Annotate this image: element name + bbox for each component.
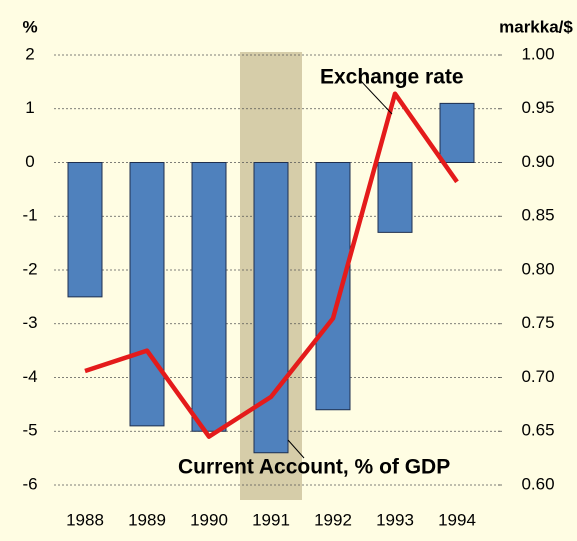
bar xyxy=(377,162,413,233)
bar xyxy=(67,162,103,298)
y2-tick-label: 0.75 xyxy=(521,313,554,332)
y2-tick-label: 0.70 xyxy=(521,367,554,386)
plot: -6 -5 -4 -3 -2 -1 0 1 2 0.60 0.65 0.70 0.75 0.80 0.85 0… xyxy=(22,44,554,529)
x-tick-label: 1988 xyxy=(66,510,104,529)
y2-axis-label: markka/$ xyxy=(499,17,573,36)
line-annotation: Exchange rate xyxy=(320,66,464,89)
x-tick-label: 1991 xyxy=(252,510,290,529)
y2-tick-label: 1.00 xyxy=(521,44,554,63)
leader-line xyxy=(287,439,305,459)
y2-tick-label: 0.60 xyxy=(521,474,554,493)
bar xyxy=(129,162,165,427)
bar-annotation: Current Account, % of GDP xyxy=(178,456,450,479)
bar xyxy=(439,102,475,163)
leader-line xyxy=(359,79,393,115)
y2-tick-label: 0.90 xyxy=(521,152,554,171)
x-tick-label: 1989 xyxy=(128,510,166,529)
y-tick-label: -4 xyxy=(22,367,37,386)
y-tick-label: -3 xyxy=(22,313,37,332)
y2-tick-label: 0.85 xyxy=(521,206,554,225)
y-tick-label: -1 xyxy=(22,206,37,225)
bar xyxy=(315,162,351,411)
y2-tick-label: 0.65 xyxy=(521,421,554,440)
x-tick-label: 1993 xyxy=(376,510,414,529)
x-tick-label: 1992 xyxy=(314,510,352,529)
x-tick-label: 1990 xyxy=(190,510,228,529)
y-tick-label: -2 xyxy=(22,259,37,278)
y-tick-label: 2 xyxy=(25,44,34,63)
y-tick-label: 0 xyxy=(25,152,34,171)
y-tick-label: -5 xyxy=(22,421,37,440)
bar xyxy=(191,162,227,432)
y-axis-label: % xyxy=(22,17,37,36)
line xyxy=(84,91,459,439)
y2-tick-label: 0.95 xyxy=(521,98,554,117)
y2-tick-label: 0.80 xyxy=(521,259,554,278)
y-tick-label: -6 xyxy=(22,474,37,493)
x-tick-label: 1994 xyxy=(438,510,476,529)
y-tick-label: 1 xyxy=(25,98,34,117)
bar xyxy=(253,162,289,454)
